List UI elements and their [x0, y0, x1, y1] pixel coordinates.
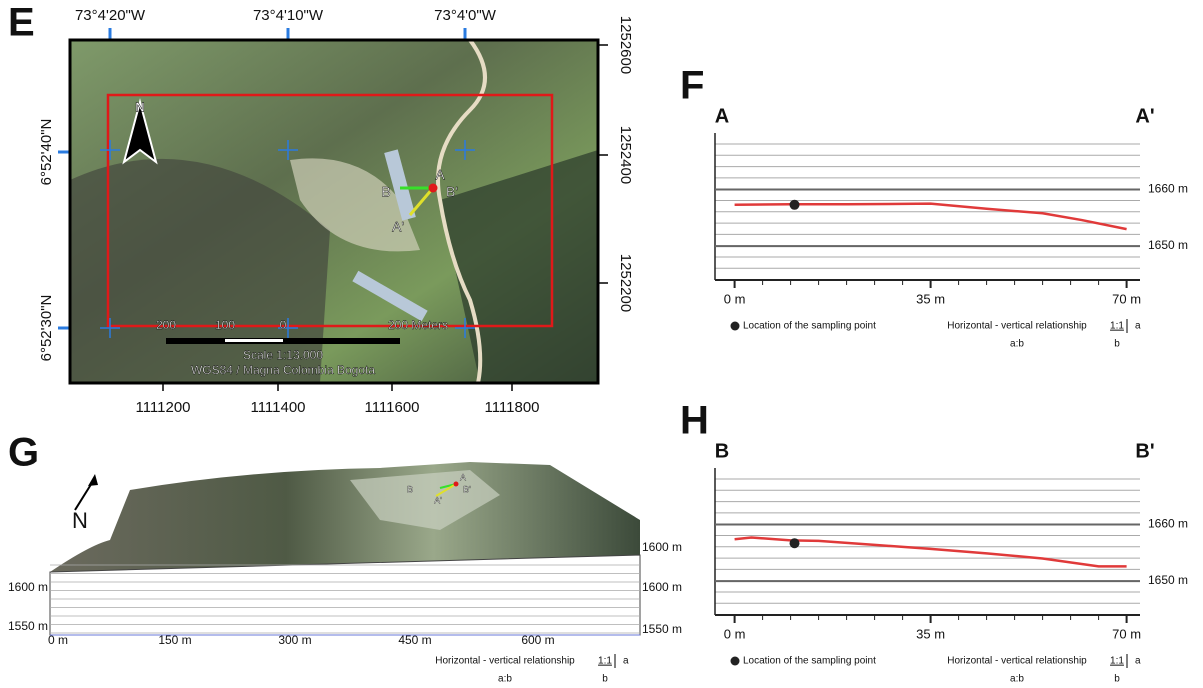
north-label: N	[72, 508, 88, 533]
northing-label: 1252400	[617, 126, 634, 184]
legend-text: Location of the sampling point	[743, 656, 876, 667]
y-tick-label: 1650 m	[1148, 573, 1188, 587]
figure: E 73°4'20"W 73°4'10"W 73°4'0"W 6°52'40"N 6°52…	[0, 0, 1203, 688]
ratio-a: a	[1135, 321, 1141, 332]
ratio-ab: a:b	[1010, 674, 1024, 685]
ratio-b: b	[602, 674, 608, 685]
section-label: A'	[392, 219, 404, 235]
easting-label: 1111200	[135, 399, 190, 416]
x-label: 0 m	[48, 633, 68, 647]
x-tick-label: 0 m	[724, 291, 746, 306]
section-label: A'	[434, 495, 442, 505]
longitude-label: 73°4'0"W	[434, 7, 497, 24]
scale-label: 100	[215, 318, 235, 332]
ratio-a: a	[623, 656, 629, 667]
section-label: B	[407, 484, 413, 494]
ratio-text: Horizontal - vertical relationship	[435, 656, 575, 667]
section-label: B'	[463, 484, 471, 494]
x-tick-label: 35 m	[916, 626, 945, 641]
ratio: 1:1	[1110, 321, 1124, 332]
easting-label: 1111600	[364, 399, 419, 416]
scale-label: 200	[156, 318, 176, 332]
y-label: 1600 m	[642, 580, 682, 594]
legend-marker	[731, 322, 740, 331]
ratio-b: b	[1114, 339, 1120, 350]
ratio-text: Horizontal - vertical relationship	[947, 321, 1087, 332]
ratio-ab: a:b	[1010, 339, 1024, 350]
x-label: 300 m	[278, 633, 311, 647]
ratio-a: a	[1135, 656, 1141, 667]
y-label: 1600 m	[8, 580, 48, 594]
section-label: A	[460, 472, 466, 482]
scale-label: 200 Meters	[388, 318, 448, 332]
northing-label: 1252200	[617, 254, 634, 312]
x-tick-label: 35 m	[916, 291, 945, 306]
longitude-label: 73°4'10"W	[253, 7, 324, 24]
panel-letter: F	[680, 64, 704, 108]
section-label: B'	[446, 184, 458, 200]
section-start: B	[715, 440, 729, 462]
panel-letter: G	[8, 431, 39, 475]
satellite-map	[58, 28, 608, 391]
section-label: B	[381, 184, 390, 200]
y-label: 1600 m	[642, 540, 682, 554]
section-label: A	[435, 167, 445, 183]
ratio-text: Horizontal - vertical relationship	[947, 656, 1087, 667]
terrain-block	[50, 462, 640, 635]
x-tick-label: 70 m	[1112, 291, 1141, 306]
ratio-ab: a:b	[498, 674, 512, 685]
ratio-b: b	[1114, 674, 1120, 685]
legend-text: Location of the sampling point	[743, 321, 876, 332]
x-label: 600 m	[521, 633, 554, 647]
scale-label: 0	[280, 318, 287, 332]
x-tick-label: 0 m	[724, 626, 746, 641]
legend-marker	[731, 657, 740, 666]
panel-letter: H	[680, 399, 709, 443]
datum-text: WGS84 / Magna Colombia Bogota	[191, 363, 375, 377]
y-tick-label: 1660 m	[1148, 182, 1188, 196]
x-label: 150 m	[158, 633, 191, 647]
north-label: N	[135, 99, 144, 114]
longitude-label: 73°4'20"W	[75, 7, 146, 24]
section-end: A'	[1135, 105, 1154, 127]
scale-text: Scale 1:13.000	[243, 348, 323, 362]
northing-label: 1252600	[617, 16, 634, 74]
panel-letter: E	[8, 1, 35, 45]
y-tick-label: 1650 m	[1148, 238, 1188, 252]
y-label: 1550 m	[642, 622, 682, 636]
y-tick-label: 1660 m	[1148, 517, 1188, 531]
x-tick-label: 70 m	[1112, 626, 1141, 641]
latitude-label: 6°52'40"N	[38, 119, 55, 186]
section-start: A	[715, 105, 729, 127]
easting-label: 1111400	[250, 399, 305, 416]
ratio: 1:1	[598, 656, 612, 667]
easting-label: 1111800	[484, 399, 539, 416]
x-label: 450 m	[398, 633, 431, 647]
y-label: 1550 m	[8, 619, 48, 633]
sampling-point	[790, 538, 800, 548]
latitude-label: 6°52'30"N	[38, 295, 55, 362]
section-end: B'	[1135, 440, 1154, 462]
sampling-point	[790, 200, 800, 210]
ratio: 1:1	[1110, 656, 1124, 667]
